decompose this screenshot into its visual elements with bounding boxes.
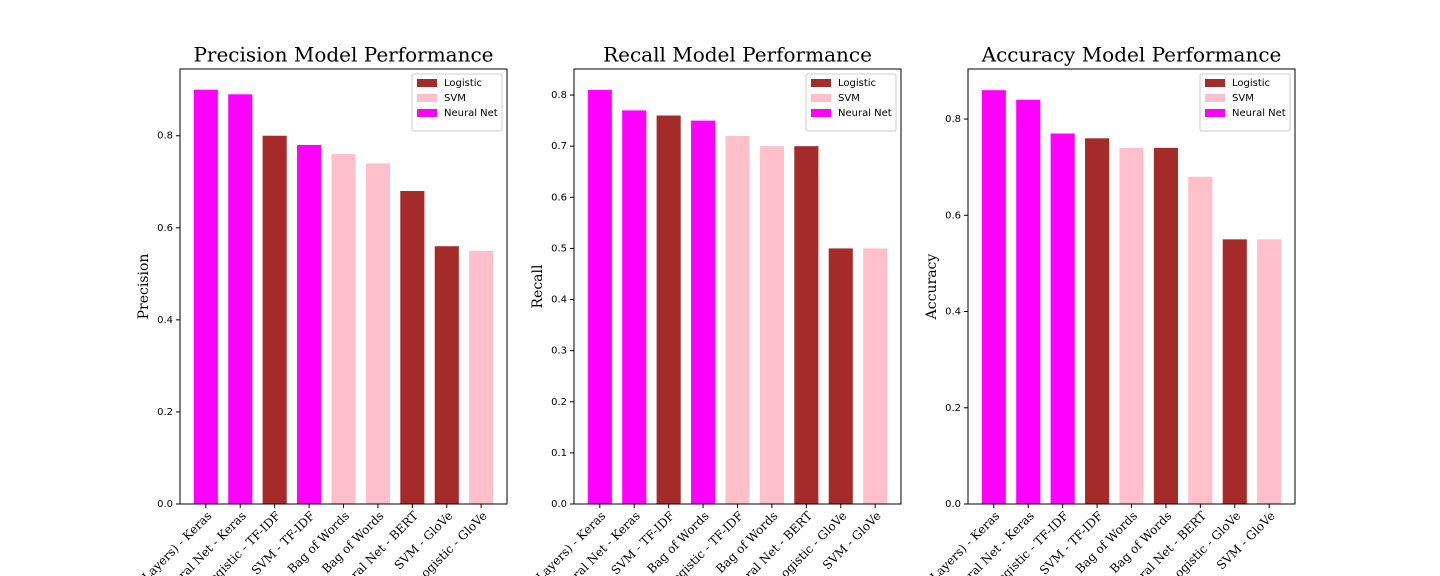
legend-label: Logistic — [838, 78, 876, 89]
chart-title: Precision Model Performance — [193, 43, 493, 67]
y-axis-label: Recall — [530, 264, 546, 308]
bar — [193, 89, 218, 504]
x-tick-label: Layers) - Keras — [927, 509, 1002, 576]
bar — [1050, 133, 1075, 504]
legend-label: SVM — [838, 93, 860, 104]
bar — [1257, 239, 1282, 504]
x-tick-label: Layers) - Keras — [533, 509, 608, 576]
y-tick-label: 0.4 — [157, 315, 173, 326]
legend-swatch — [417, 94, 437, 102]
legend-label: SVM — [444, 93, 466, 104]
y-tick-label: 0.6 — [945, 210, 961, 221]
y-tick-label: 0.2 — [945, 403, 961, 414]
y-tick-label: 0.5 — [551, 243, 567, 254]
legend-swatch — [417, 109, 437, 117]
y-tick-label: 0.2 — [551, 397, 567, 408]
bar — [434, 246, 459, 504]
legend-label: Logistic — [444, 78, 482, 89]
x-tick-label: Layers) - Keras — [139, 509, 214, 576]
bar — [981, 90, 1006, 504]
legend-swatch — [1205, 94, 1225, 102]
bar — [1016, 99, 1041, 505]
bar — [863, 248, 888, 504]
bar — [1153, 147, 1178, 504]
legend-label: Logistic — [1232, 78, 1270, 89]
bar — [794, 146, 819, 504]
y-tick-label: 0.0 — [551, 499, 567, 510]
bar — [262, 135, 287, 504]
bar — [1222, 239, 1247, 504]
axes-frame — [967, 68, 1296, 505]
legend-swatch — [1205, 79, 1225, 87]
y-tick-label: 0.4 — [551, 295, 567, 306]
y-tick-label: 0.3 — [551, 346, 567, 357]
bar — [400, 190, 425, 504]
bar — [1188, 176, 1213, 505]
y-tick-label: 0.7 — [551, 141, 567, 152]
legend-swatch — [1205, 109, 1225, 117]
bar — [365, 163, 390, 504]
y-tick-label: 0.0 — [157, 499, 173, 510]
legend: Logistic SVM Neural Net — [411, 73, 503, 132]
y-axis-label: Accuracy — [924, 254, 940, 321]
y-tick-label: 0.0 — [945, 499, 961, 510]
y-tick-label: 0.8 — [945, 114, 961, 125]
y-tick-label: 0.8 — [551, 90, 567, 101]
legend-label: SVM — [1232, 93, 1254, 104]
y-axis-label: Precision — [136, 254, 152, 320]
legend-swatch — [811, 94, 831, 102]
y-tick-label: 0.6 — [551, 192, 567, 203]
chart-title: Recall Model Performance — [603, 43, 872, 67]
bar — [228, 94, 253, 505]
bar — [725, 135, 750, 504]
bar — [622, 110, 647, 504]
legend-swatch — [811, 79, 831, 87]
bar — [587, 89, 612, 504]
legend-label: Neural Net — [838, 108, 892, 119]
bar — [1119, 147, 1144, 504]
legend-swatch — [417, 79, 437, 87]
bar — [759, 146, 784, 504]
bar — [331, 154, 356, 504]
y-tick-label: 0.2 — [157, 407, 173, 418]
bar — [1085, 138, 1110, 504]
legend: Logistic SVM Neural Net — [805, 73, 897, 132]
axes-frame — [179, 68, 508, 505]
y-tick-label: 0.8 — [157, 131, 173, 142]
y-tick-label: 0.1 — [551, 448, 567, 459]
legend-swatch — [811, 109, 831, 117]
y-tick-label: 0.6 — [157, 223, 173, 234]
bar — [691, 120, 716, 504]
bar — [469, 250, 494, 504]
y-tick-label: 0.4 — [945, 307, 961, 318]
bar — [656, 115, 681, 504]
legend-label: Neural Net — [444, 108, 498, 119]
chart-title: Accuracy Model Performance — [981, 43, 1282, 67]
axes-frame — [573, 68, 902, 505]
legend-label: Neural Net — [1232, 108, 1286, 119]
bar — [297, 144, 322, 504]
legend: Logistic SVM Neural Net — [1199, 73, 1291, 132]
bar — [828, 248, 853, 504]
